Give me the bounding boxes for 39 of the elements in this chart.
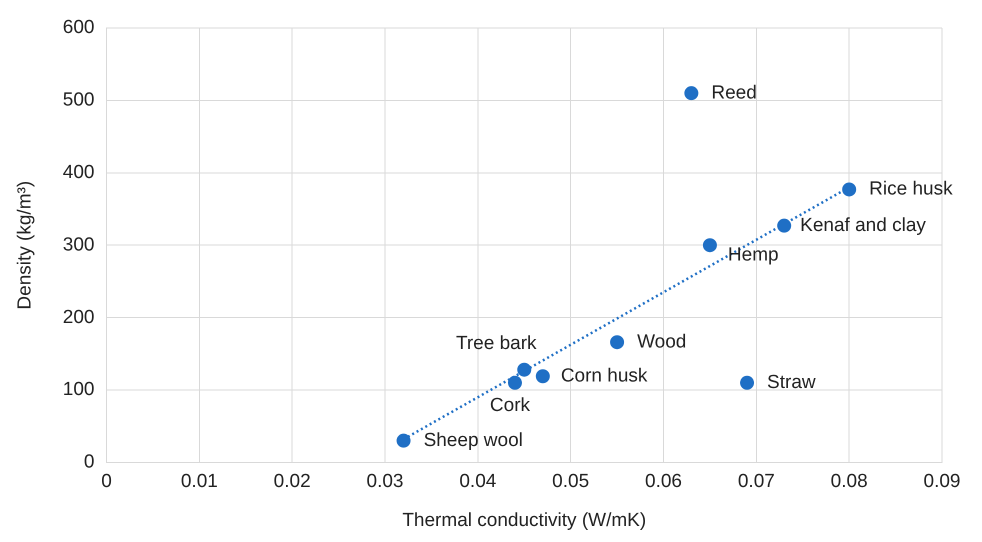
y-tick-label: 0 (84, 452, 94, 473)
point (684, 86, 698, 100)
annotation: Reed (711, 82, 757, 104)
y-tick-label: 300 (62, 234, 94, 256)
y-tick-label: 400 (62, 162, 94, 184)
point (777, 218, 792, 233)
x-axis-title: Thermal conductivity (W/mK) (402, 510, 646, 531)
annotation: Rice husk (869, 178, 954, 200)
x-tick-label: 0.05 (552, 471, 590, 492)
x-tick-label: 0.01 (180, 471, 218, 492)
x-tick-label: 0.02 (274, 471, 311, 492)
annotation: Cork (490, 394, 531, 416)
point (536, 369, 550, 384)
annotation: Straw (767, 372, 816, 393)
x-tick-label: 0.07 (738, 471, 775, 492)
point (842, 182, 856, 196)
point (702, 238, 717, 252)
point (740, 376, 754, 390)
point (396, 434, 411, 448)
annotation: Sheep wool (424, 430, 523, 451)
x-tick-label: 0.03 (366, 471, 404, 492)
y-tick-label: 100 (62, 379, 94, 400)
annotation: Wood (637, 331, 686, 352)
y-tick-label: 500 (62, 90, 94, 111)
x-tick-label: 0 (101, 471, 112, 492)
annotation: Hemp (728, 244, 779, 266)
x-tick-label: 0.04 (459, 471, 497, 492)
x-tick-label: 0.08 (830, 471, 868, 492)
point (508, 376, 522, 390)
x-tick-label: 0.09 (924, 471, 960, 492)
annotation: Kenaf and clay (800, 214, 926, 236)
point (610, 335, 624, 350)
y-tick-label: 600 (62, 17, 94, 38)
annotation: Tree bark (456, 332, 538, 354)
annotation: Corn husk (560, 365, 648, 386)
y-axis-title: Density (kg/m³) (14, 180, 36, 310)
point (517, 362, 532, 377)
y-tick-label: 200 (62, 306, 94, 328)
x-tick-label: 0.06 (645, 471, 682, 492)
